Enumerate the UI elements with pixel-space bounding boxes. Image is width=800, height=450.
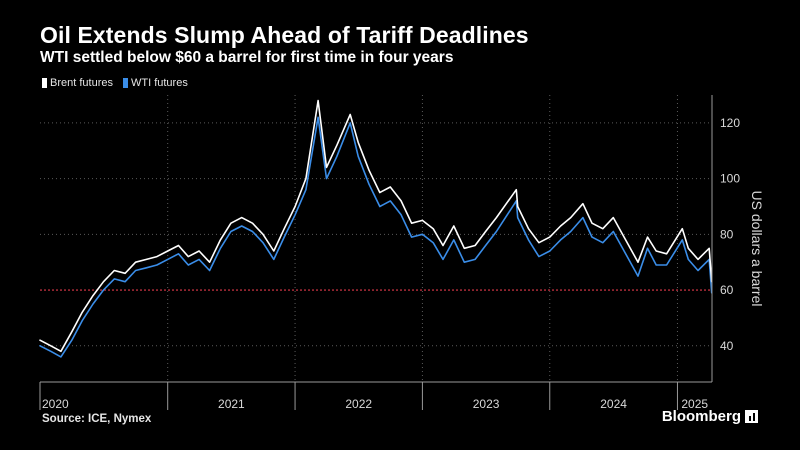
legend-item-brent: Brent futures [42, 77, 113, 89]
bloomberg-bars-icon [745, 410, 758, 423]
y-tick-label: 80 [720, 227, 734, 241]
legend-swatch-brent [42, 78, 47, 88]
x-tick-label: 2020 [42, 397, 69, 411]
x-tick-label: 2021 [218, 397, 245, 411]
series-line-brent [39, 99, 713, 353]
y-tick-label: 60 [720, 283, 734, 297]
chart-subtitle: WTI settled below $60 a barrel for first… [40, 49, 454, 66]
series-line-wti [39, 116, 713, 358]
legend-item-wti: WTI futures [122, 77, 188, 89]
x-tick-label: 2023 [473, 397, 500, 411]
x-tick-label: 2024 [600, 397, 627, 411]
y-tick-label: 120 [720, 116, 740, 130]
legend-swatch-wti [122, 78, 128, 88]
y-axis-label: US dollars a barrel [749, 191, 765, 307]
x-tick-label: 2025 [681, 397, 708, 411]
brand-logo: Bloomberg [662, 408, 758, 425]
brand-name: Bloomberg [661, 408, 741, 425]
y-tick-label: 100 [720, 172, 740, 186]
legend-label-wti: WTI futures [130, 77, 188, 89]
axis-layer: 40 60 80 100 120 2020 2021 2022 2023 2024 2025 US d… [39, 95, 765, 411]
grid-lines [40, 95, 712, 382]
source-note: Source: ICE, Nymex [42, 413, 152, 425]
series-layer [39, 99, 713, 358]
y-tick-label: 40 [720, 339, 734, 353]
chart-title: Oil Extends Slump Ahead of Tariff Deadli… [40, 22, 529, 48]
x-tick-label: 2022 [345, 397, 372, 411]
legend: Brent futures WTI futures [42, 77, 188, 89]
legend-label-brent: Brent futures [50, 77, 113, 89]
